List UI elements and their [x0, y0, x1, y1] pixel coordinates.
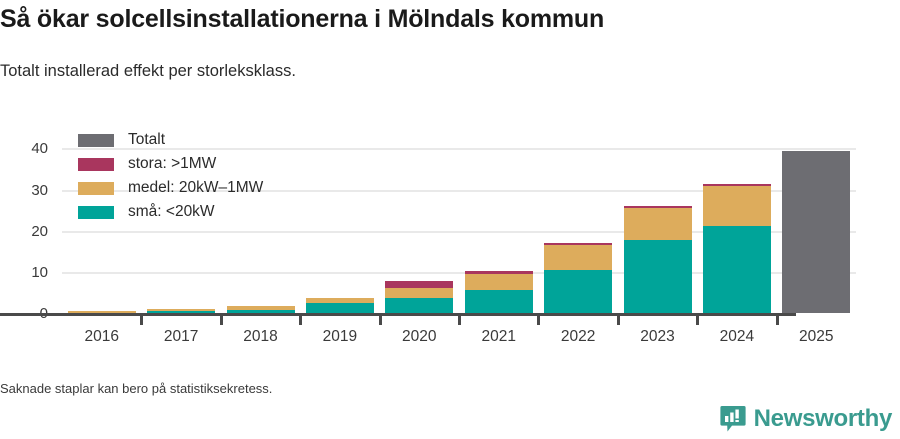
legend-item[interactable]: medel: 20kW–1MW: [78, 176, 328, 200]
legend-item-label: medel: 20kW–1MW: [128, 179, 264, 196]
x-axis-tick-mark: [775, 316, 779, 325]
bar-segment[interactable]: [147, 309, 216, 312]
x-axis-tick-mark: [299, 316, 303, 325]
bar-segment[interactable]: [544, 243, 613, 246]
bar-segment[interactable]: [305, 303, 374, 313]
bar-segment[interactable]: [702, 185, 771, 227]
legend-item[interactable]: stora: >1MW: [78, 152, 328, 176]
bar-group[interactable]: [147, 133, 216, 313]
x-axis-tick-mark: [537, 316, 541, 325]
x-axis-tick-label: 2022: [560, 328, 596, 345]
x-axis-tick-label: 2018: [243, 328, 278, 345]
x-axis-tick-mark: [140, 316, 144, 325]
bar-group[interactable]: [544, 133, 613, 313]
legend-swatch: [78, 205, 114, 219]
bar-group[interactable]: [623, 133, 692, 313]
bar-group[interactable]: [67, 133, 136, 313]
chart-legend: Totalt stora: >1MW medel: 20kW–1MW små: <20…: [78, 128, 328, 224]
x-axis-tick-mark: [458, 316, 461, 325]
page-title: Så ökar solcellsinstallationerna i Mölnd…: [0, 5, 605, 33]
legend-swatch: [78, 181, 114, 195]
bar-segment[interactable]: [623, 205, 692, 208]
bar-segment[interactable]: [226, 309, 295, 313]
bar-segment[interactable]: [385, 280, 454, 288]
x-axis-tick-mark: [378, 316, 382, 325]
bar-segment[interactable]: [702, 226, 771, 313]
y-axis-tick-label: 20: [31, 222, 48, 240]
x-axis-tick-label: 2023: [640, 328, 675, 345]
x-axis-tick-label: 2025: [799, 328, 834, 345]
bar-segment[interactable]: [464, 289, 533, 313]
x-axis-tick-mark: [219, 316, 223, 325]
bar-segment[interactable]: [623, 239, 692, 313]
gridline: [62, 271, 856, 274]
bar-segment[interactable]: [147, 311, 216, 313]
brand-name: Newsworthy: [753, 405, 893, 432]
bar-group[interactable]: [385, 133, 454, 313]
legend-swatch: [78, 157, 114, 171]
x-axis-tick-mark: [696, 316, 700, 325]
bar-chart-bubble-icon: [720, 405, 746, 433]
x-axis-tick-label: 2019: [322, 328, 358, 345]
legend-item[interactable]: små: <20kW: [78, 200, 328, 224]
x-axis: 2016 2017 2018 2019 2020 2021 2022 2023 2024 2025: [62, 316, 856, 346]
bar-segment[interactable]: [385, 298, 454, 313]
legend-item[interactable]: Totalt: [78, 128, 328, 152]
plot-area: 010203040: [31, 133, 856, 321]
x-axis-tick-label: 2024: [719, 328, 755, 345]
x-axis-baseline: [0, 313, 796, 316]
gridline: [62, 189, 856, 192]
legend-swatch: [78, 133, 114, 147]
bar-group[interactable]: [226, 133, 295, 313]
x-axis-tick-label: 2020: [402, 328, 437, 345]
bar-segment[interactable]: [544, 269, 613, 313]
bar-group[interactable]: [464, 133, 533, 313]
bar-group[interactable]: [702, 133, 771, 313]
bar-segment[interactable]: [544, 245, 613, 270]
bar-segment[interactable]: [67, 311, 136, 313]
y-axis-tick-label: 10: [31, 263, 48, 281]
newsworthy-logo[interactable]: Newsworthy: [720, 404, 892, 434]
bar-series-container: [62, 133, 856, 313]
bar-group[interactable]: [782, 133, 851, 313]
bar-segment[interactable]: [305, 298, 374, 304]
footnote: Saknade staplar kan bero på statistiksek…: [0, 381, 273, 396]
bar-segment[interactable]: [464, 273, 533, 290]
bar-segment[interactable]: [226, 306, 295, 310]
gridline: [62, 230, 856, 233]
x-axis-tick-label: 2017: [163, 328, 199, 345]
bar-segment[interactable]: [702, 183, 771, 186]
legend-item-label: små: <20kW: [128, 203, 215, 220]
x-axis-tick-label: 2021: [481, 328, 516, 345]
y-axis-tick-label: 40: [31, 140, 48, 158]
bar-group[interactable]: [305, 133, 374, 313]
bar-segment[interactable]: [623, 207, 692, 240]
y-axis-tick-label: 30: [31, 181, 48, 199]
bar-segment[interactable]: [385, 287, 454, 299]
bar-segment[interactable]: [464, 271, 533, 274]
x-axis-tick-label: 2016: [84, 328, 119, 345]
chart-subtitle: Totalt installerad effekt per storlekskl…: [0, 62, 296, 80]
bar-segment[interactable]: [782, 150, 851, 313]
x-axis-tick-mark: [616, 316, 620, 325]
legend-item-label: Totalt: [128, 131, 166, 148]
legend-item-label: stora: >1MW: [128, 155, 217, 172]
gridline: [62, 148, 856, 151]
